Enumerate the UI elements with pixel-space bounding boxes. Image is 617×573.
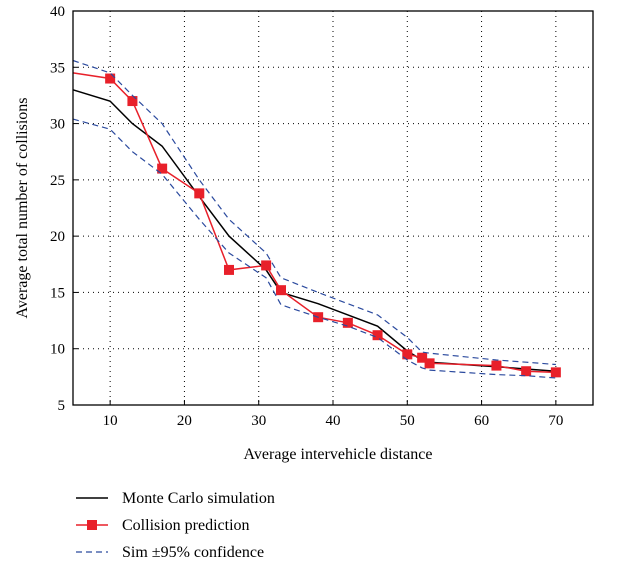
- x-axis-title: Average intervehicle distance: [244, 446, 433, 463]
- legend-marker-collision-prediction: [87, 520, 97, 530]
- x-tick-label: 40: [326, 413, 341, 429]
- x-tick-label: 30: [251, 413, 266, 429]
- y-tick-label: 10: [50, 342, 65, 358]
- y-tick-label: 40: [50, 4, 65, 20]
- x-tick-label: 60: [474, 413, 489, 429]
- ticks: 10 20 30 40 50 60 70 5 10 15 20 25 30 35 40: [50, 4, 563, 429]
- x-tick-label: 50: [400, 413, 415, 429]
- collision-prediction-marker: [521, 366, 532, 377]
- collision-prediction-marker: [342, 317, 353, 328]
- series-line-3: [72, 118, 556, 379]
- grid: [73, 11, 593, 405]
- legend-label-confidence: Sim ±95% confidence: [122, 544, 264, 561]
- collision-prediction-marker: [491, 360, 502, 371]
- collision-prediction-marker: [105, 73, 116, 84]
- y-tick-label: 30: [50, 117, 65, 133]
- x-tick-label: 20: [177, 413, 192, 429]
- x-tick-label: 70: [548, 413, 563, 429]
- collision-prediction-marker: [372, 330, 383, 341]
- collision-prediction-marker: [261, 260, 272, 271]
- collision-prediction-marker: [127, 96, 138, 107]
- y-tick-label: 15: [50, 285, 65, 301]
- collision-prediction-marker: [276, 285, 286, 296]
- y-tick-label: 25: [50, 173, 65, 189]
- collision-prediction-marker: [424, 358, 435, 369]
- legend: Monte Carlo simulation Collision predict…: [76, 490, 275, 561]
- y-tick-label: 35: [50, 60, 65, 76]
- y-tick-label: 5: [58, 398, 66, 414]
- collision-prediction-marker: [402, 349, 413, 360]
- collision-prediction-marker: [550, 367, 561, 378]
- collision-prediction-marker: [224, 264, 234, 275]
- plot-area: [73, 11, 593, 405]
- collision-prediction-marker: [157, 163, 168, 174]
- series-layer: [72, 59, 561, 379]
- y-tick-label: 20: [50, 229, 65, 245]
- collision-prediction-marker: [417, 352, 428, 363]
- x-tick-label: 10: [103, 413, 118, 429]
- y-axis-title: Average total number of collisions: [14, 98, 31, 319]
- collision-prediction-marker: [194, 188, 205, 199]
- legend-label-monte-carlo: Monte Carlo simulation: [122, 490, 275, 507]
- legend-label-collision-prediction: Collision prediction: [122, 517, 250, 534]
